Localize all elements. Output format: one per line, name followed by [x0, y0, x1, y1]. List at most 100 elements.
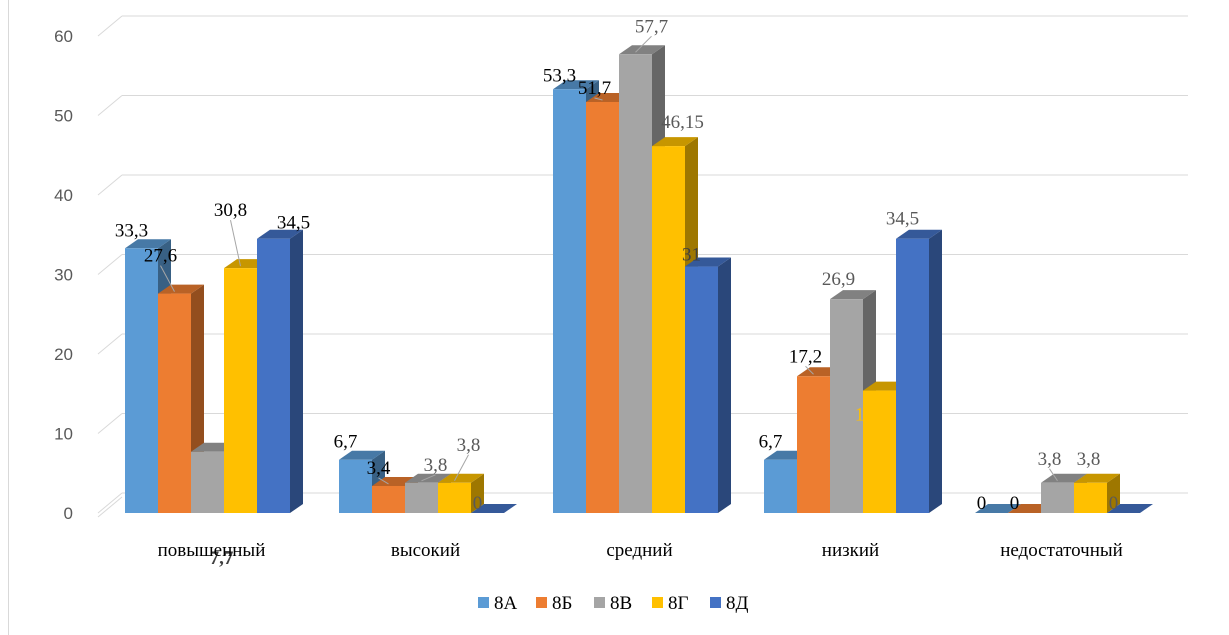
data-label: 31: [682, 245, 701, 266]
bar-top: [1041, 473, 1087, 483]
bar-top: [438, 473, 484, 483]
legend-label: 8В: [610, 593, 632, 614]
data-label: 0: [977, 493, 987, 514]
bar-front: [797, 376, 830, 513]
data-label: 57,7: [635, 16, 668, 37]
category-label: недостаточный: [1000, 540, 1123, 561]
bar-front: [1074, 482, 1107, 513]
bar-top: [339, 450, 385, 460]
y-tick-label: 60: [54, 27, 73, 46]
legend-label: 8Г: [668, 593, 689, 614]
legend-swatch: [652, 597, 663, 608]
bar-front: [652, 146, 685, 514]
y-tick-label: 30: [54, 266, 73, 285]
gridline-diag: [97, 413, 123, 434]
bar-front: [586, 101, 619, 514]
leader-line: [635, 35, 652, 53]
label-leader-lines: [160, 35, 1058, 485]
y-tick-label: 50: [54, 107, 73, 126]
bars: [125, 45, 1153, 514]
bar-front: [339, 459, 372, 513]
bar-top: [652, 137, 698, 147]
leader-line: [230, 220, 241, 267]
data-label: 6,7: [759, 432, 783, 453]
category-label: высокий: [391, 540, 460, 561]
data-label: 53,3: [543, 65, 576, 86]
bar-front: [158, 293, 191, 513]
bar-front: [619, 54, 652, 513]
leader-line: [454, 454, 469, 482]
bar-front: [1041, 482, 1074, 513]
data-label: 3,8: [424, 455, 448, 476]
bar-front: [125, 248, 158, 513]
bar-8Д-средний: [685, 257, 731, 513]
bar-side: [1107, 473, 1120, 513]
legend-swatch: [478, 597, 489, 608]
bar-side: [718, 257, 731, 513]
bar-top: [1107, 504, 1153, 513]
y-axis-ticks: 0 10 20 30 40 50 60: [54, 27, 73, 523]
bar-top: [685, 257, 731, 267]
bar-top: [553, 80, 599, 90]
data-label: 3,8: [457, 435, 481, 456]
bar-top: [619, 45, 665, 55]
legend-label: 8Д: [726, 593, 749, 614]
y-tick-label: 40: [54, 186, 73, 205]
data-label: 26,9: [822, 269, 855, 290]
legend-item-8В: 8В: [594, 593, 632, 614]
category-label: низкий: [822, 540, 879, 561]
legend-swatch: [594, 597, 605, 608]
y-tick-label: 20: [54, 345, 73, 364]
category-label: средний: [606, 540, 672, 561]
data-label: 6,7: [334, 432, 358, 453]
gridline-diag: [97, 492, 123, 514]
bar-top: [158, 284, 204, 294]
bar-front: [405, 482, 438, 513]
bar-top: [125, 239, 171, 249]
legend-swatch: [710, 597, 721, 608]
data-label: 51,7: [578, 78, 611, 99]
data-label: 27,6: [144, 246, 177, 267]
bar-front: [764, 459, 797, 513]
x-axis-categories: повышенный высокий средний низкий недостаточ…: [158, 540, 1123, 561]
bar-front: [896, 238, 929, 513]
data-labels: 33,3 27,6 7,7 30,8 34,5 6,7 3,4 3,8 3,8 0 53,351,7…: [115, 16, 1118, 568]
y-tick-label: 0: [64, 504, 73, 523]
gridline-diag: [97, 95, 123, 116]
data-label: 3,8: [1077, 449, 1101, 470]
bar-8Б-средний: [586, 92, 632, 514]
legend-item-8Б: 8Б: [536, 593, 572, 614]
legend-swatch: [536, 597, 547, 608]
data-label: 17,2: [789, 346, 822, 367]
bar-front: [830, 299, 863, 513]
bar-front: [372, 485, 405, 513]
gridline-diag: [97, 333, 123, 355]
data-label: 0: [473, 493, 483, 514]
bar-top: [471, 504, 517, 513]
bar-8Г-недостаточный: [1074, 473, 1120, 513]
gridline-diag: [97, 254, 123, 275]
data-label: 3,4: [367, 458, 391, 479]
bar-side: [929, 229, 942, 513]
floor-edge: [97, 496, 123, 518]
bar-8А-недостаточный: [975, 504, 1021, 513]
gridline-diag: [97, 15, 123, 37]
data-label: 15,4: [855, 405, 889, 426]
gridline-diag: [97, 174, 123, 196]
leader-line: [421, 474, 436, 482]
bar-front: [224, 268, 257, 513]
legend-item-8Г: 8Г: [652, 593, 689, 614]
bar-front: [553, 89, 586, 513]
bar-8Д-высокий: [471, 504, 517, 513]
bar-front: [863, 390, 896, 513]
leader-line: [378, 477, 389, 485]
chart-floor: [97, 496, 123, 518]
data-label: 33,3: [115, 220, 148, 241]
bar-front: [257, 238, 290, 513]
bar-top: [257, 229, 303, 239]
bar-8Д-недостаточный: [1107, 504, 1153, 513]
bar-top: [830, 290, 876, 300]
data-label: 34,5: [886, 209, 919, 230]
bar-top: [896, 229, 942, 239]
leader-line: [160, 265, 175, 292]
